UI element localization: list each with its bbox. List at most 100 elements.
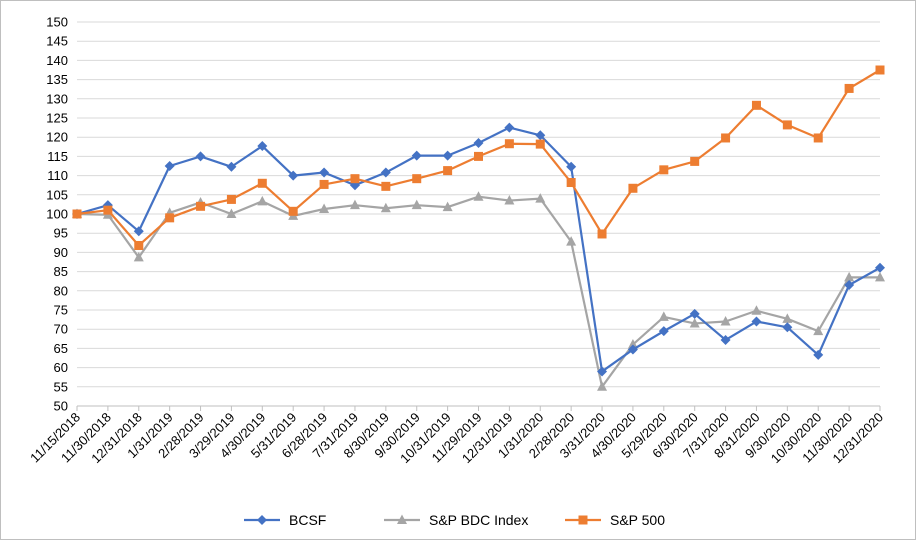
y-tick-label: 65 [54, 341, 68, 356]
data-point-bcsf [380, 167, 391, 178]
y-tick-label: 95 [54, 226, 68, 241]
series-line-s-p-bdc-index [76, 195, 880, 388]
data-point-s-p-bdc-index [380, 202, 391, 213]
y-tick-label: 130 [46, 91, 68, 106]
data-point-bcsf [442, 150, 453, 161]
gridlines [77, 21, 880, 388]
data-point-s-p-500 [165, 213, 175, 223]
legend-marker [397, 514, 407, 524]
data-point-s-p-500 [381, 181, 391, 191]
data-point-s-p-bdc-index [813, 325, 824, 336]
data-point-s-p-500 [196, 201, 206, 211]
y-tick-label: 105 [46, 187, 68, 202]
data-point-s-p-bdc-index [720, 316, 731, 326]
data-point-bcsf [473, 137, 484, 148]
y-tick-label: 55 [54, 379, 68, 394]
y-tick-label: 85 [54, 264, 68, 279]
data-point-bcsf [751, 316, 762, 327]
data-point-bcsf [319, 167, 330, 178]
data-point-bcsf [720, 334, 731, 345]
data-point-s-p-500 [751, 100, 761, 110]
data-point-s-p-500 [782, 120, 792, 130]
y-tick-label: 75 [54, 303, 68, 318]
y-tick-label: 115 [47, 149, 68, 164]
data-point-bcsf [133, 226, 144, 237]
data-point-s-p-bdc-index [226, 208, 237, 218]
data-point-s-p-bdc-index [473, 191, 484, 201]
data-point-s-p-500 [226, 194, 236, 204]
data-point-s-p-bdc-index [751, 305, 762, 315]
data-point-s-p-bdc-index [133, 251, 144, 262]
data-point-s-p-bdc-index [504, 195, 515, 205]
y-tick-label: 90 [54, 245, 68, 260]
data-point-bcsf [875, 262, 885, 273]
data-point-s-p-500 [319, 179, 329, 189]
data-point-s-p-500 [721, 133, 731, 143]
y-tick-label: 80 [54, 283, 68, 298]
legend: BCSF S&P BDC Index S&P 500 [244, 512, 665, 528]
data-point-s-p-500 [134, 240, 144, 250]
y-axis-tick-labels: 50 55 60 65 70 75 80 85 90 95 100 105 110 115 120 125 13… [46, 15, 68, 414]
data-point-s-p-500 [504, 139, 514, 149]
legend-marker [257, 515, 267, 525]
data-point-s-p-bdc-index [566, 236, 577, 246]
data-point-s-p-bdc-index [411, 199, 422, 210]
data-point-bcsf [844, 280, 855, 291]
y-tick-label: 50 [54, 399, 68, 414]
legend-item-s-p-500: S&P 500 [565, 512, 665, 528]
legend-marker [578, 515, 588, 525]
data-point-s-p-500 [350, 174, 360, 184]
data-point-s-p-500 [412, 174, 422, 184]
data-point-bcsf [782, 322, 793, 333]
data-point-s-p-500 [535, 139, 545, 149]
data-point-s-p-500 [103, 205, 113, 215]
data-point-bcsf [689, 308, 700, 319]
data-point-s-p-bdc-index [535, 193, 546, 203]
data-point-s-p-500 [628, 183, 638, 193]
y-tick-label: 100 [46, 207, 68, 222]
data-point-s-p-500 [474, 151, 483, 161]
data-point-bcsf [226, 161, 237, 172]
y-tick-label: 135 [46, 72, 68, 87]
series-lines [72, 65, 885, 391]
data-point-bcsf [813, 349, 824, 360]
data-point-s-p-500 [72, 209, 82, 219]
data-point-s-p-500 [813, 133, 823, 143]
legend-label: BCSF [289, 512, 326, 528]
data-point-s-p-bdc-index [349, 199, 360, 210]
data-point-bcsf [164, 161, 175, 171]
data-point-s-p-bdc-index [627, 339, 638, 349]
y-tick-label: 125 [46, 111, 68, 126]
data-point-s-p-500 [257, 178, 267, 188]
data-point-bcsf [535, 130, 546, 141]
data-point-s-p-bdc-index [689, 317, 700, 328]
y-tick-label: 150 [46, 15, 68, 30]
data-point-bcsf [658, 326, 669, 337]
data-point-s-p-bdc-index [875, 271, 885, 282]
data-point-s-p-500 [597, 229, 607, 239]
data-point-s-p-bdc-index [658, 311, 669, 321]
data-point-bcsf [195, 151, 206, 162]
data-point-s-p-bdc-index [597, 381, 608, 391]
data-point-s-p-500 [659, 165, 669, 175]
data-point-s-p-500 [875, 65, 885, 75]
y-tick-label: 120 [46, 130, 68, 145]
series-line-bcsf [76, 126, 881, 373]
data-point-bcsf [411, 150, 422, 161]
data-point-bcsf [288, 170, 299, 181]
data-point-bcsf [257, 141, 268, 152]
axes [76, 405, 881, 411]
x-axis-tick-labels: 11/15/201811/30/201812/31/20181/31/20192… [27, 410, 886, 467]
data-point-s-p-500 [288, 206, 298, 216]
data-point-s-p-500 [690, 156, 700, 166]
y-tick-label: 110 [47, 168, 68, 183]
data-point-bcsf [566, 161, 577, 172]
data-point-s-p-bdc-index [782, 313, 793, 323]
data-point-s-p-bdc-index [844, 271, 855, 282]
data-point-s-p-bdc-index [319, 203, 330, 214]
legend-label: S&P BDC Index [429, 512, 528, 528]
legend-label: S&P 500 [610, 512, 665, 528]
data-point-bcsf [627, 344, 638, 355]
